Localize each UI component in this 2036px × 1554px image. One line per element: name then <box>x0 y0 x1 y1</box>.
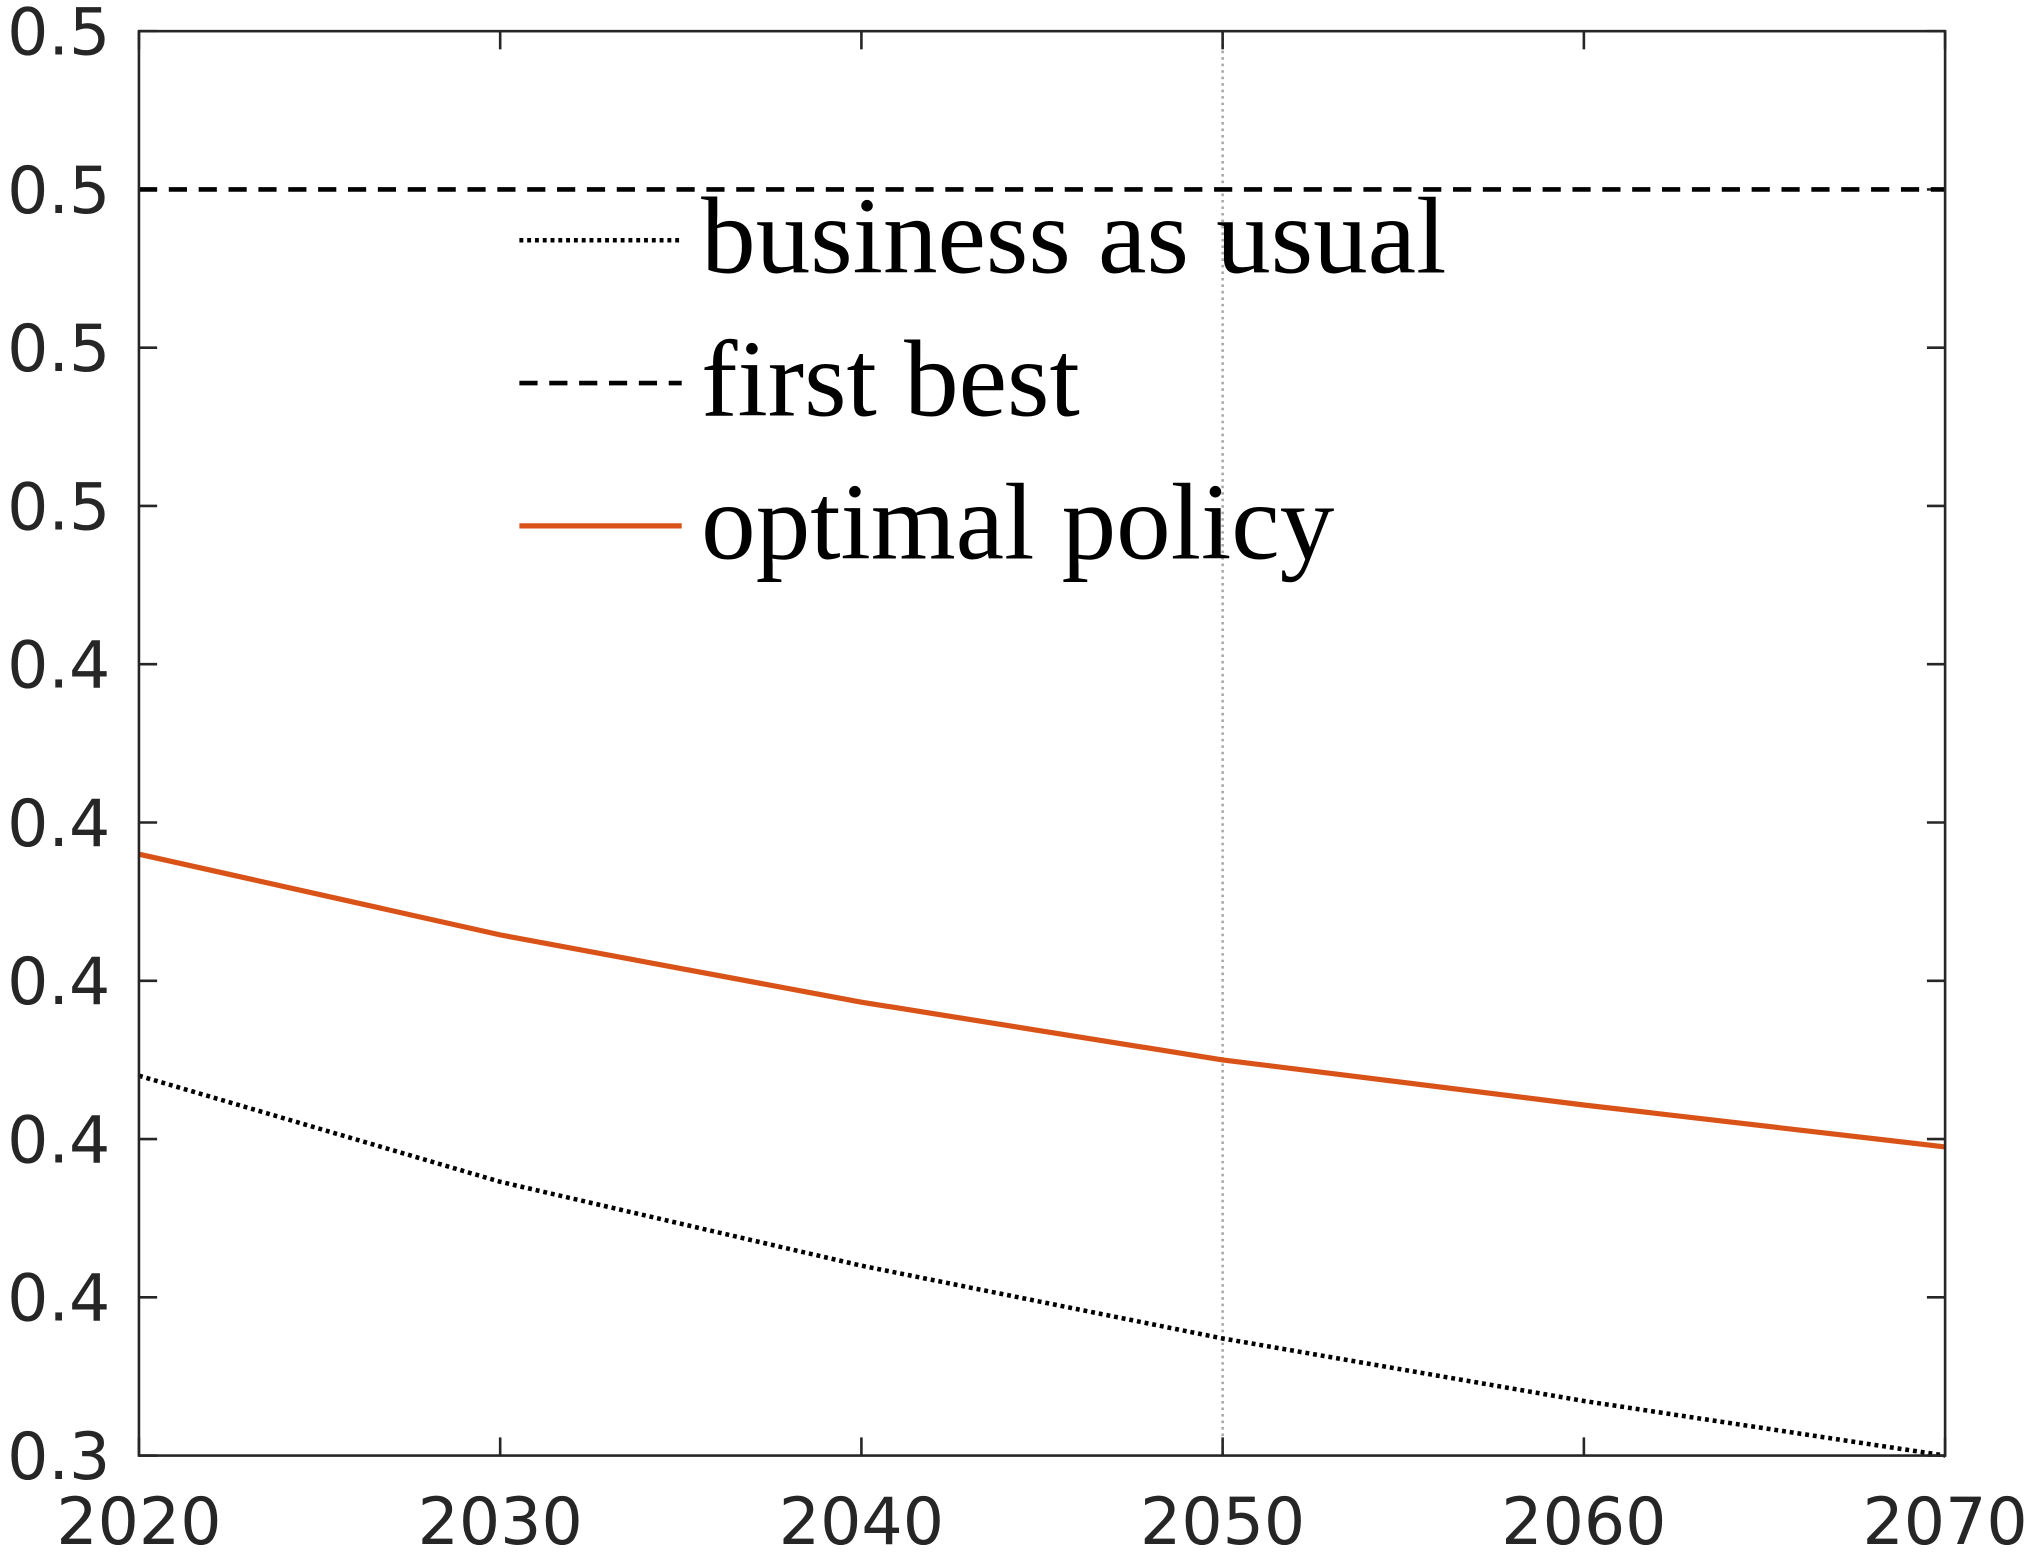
x-tick-label: 2060 <box>1501 1485 1666 1554</box>
y-tick-label: 0.5 <box>7 312 110 387</box>
y-tick-label: 0.4 <box>7 787 110 862</box>
y-tick-label: 0.4 <box>7 629 110 704</box>
plot-frame <box>137 29 1947 1457</box>
legend-label: business as usual <box>701 176 1446 297</box>
y-tick-label: 0.5 <box>7 0 110 71</box>
x-tick-label: 2070 <box>1863 1485 2028 1554</box>
x-tick-label: 2030 <box>418 1485 583 1554</box>
y-tick-label: 0.5 <box>7 154 110 229</box>
y-tick-label: 0.3 <box>7 1420 110 1495</box>
y-tick-label: 0.5 <box>7 470 110 545</box>
series-line <box>138 851 1946 1150</box>
y-tick-label: 0.4 <box>7 1103 110 1178</box>
legend-label: first best <box>701 319 1080 440</box>
y-tick-label: 0.4 <box>7 945 110 1020</box>
x-tick-label: 2050 <box>1140 1485 1305 1554</box>
x-tick-label: 2040 <box>779 1485 944 1554</box>
y-tick-label: 0.4 <box>7 1262 110 1337</box>
x-tick-label: 2020 <box>56 1485 221 1554</box>
legend-label: optimal policy <box>701 461 1335 582</box>
series-line <box>138 1073 1946 1458</box>
